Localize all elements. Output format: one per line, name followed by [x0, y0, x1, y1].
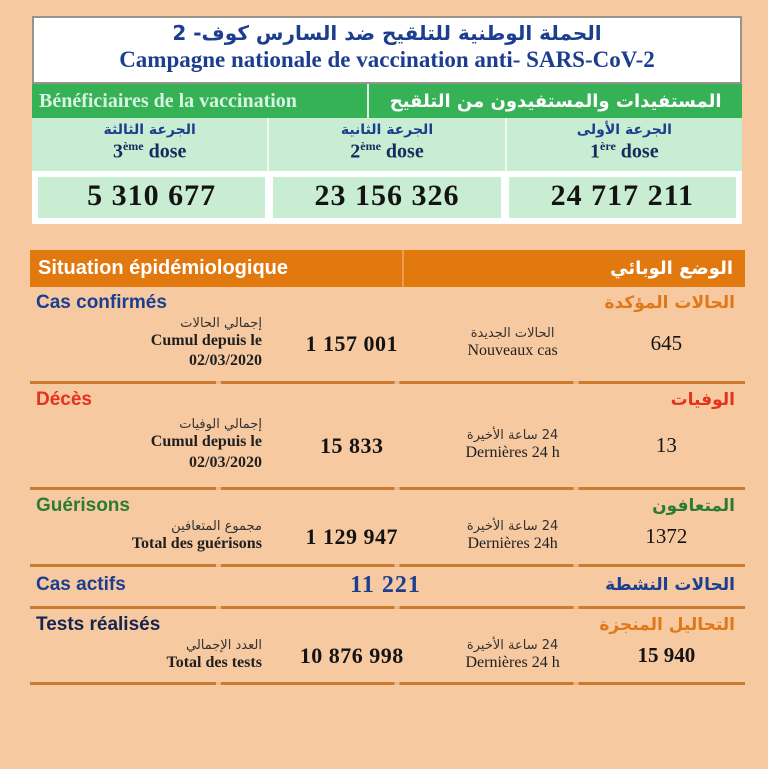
- dose-column-2nd: الجرعة الثانية 2ème dose: [267, 118, 504, 171]
- confirmed-total-value: 1 157 001: [305, 330, 398, 356]
- confirmed-cases-row: إجمالي الحالات Cumul depuis le 02/03/202…: [30, 314, 745, 382]
- deaths-title-arabic: الوفيات: [670, 390, 735, 411]
- dose-1-label-french: 1ère dose: [590, 139, 659, 163]
- recoveries-total-label: مجموع المتعافين Total des guérisons: [131, 518, 262, 552]
- section-divider: [30, 563, 745, 567]
- confirmed-cases-header: Cas confirmés الحالات المؤكدة: [30, 287, 745, 314]
- vaccination-block: الحملة الوطنية للتلقيح ضد السارس كوف- 2 …: [32, 16, 742, 224]
- section-divider: [30, 381, 745, 385]
- section-confirmed-cases: Cas confirmés الحالات المؤكدة إجمالي الح…: [30, 287, 745, 385]
- tests-title-arabic: التحاليل المنجزة: [599, 614, 735, 635]
- deaths-24h-value: 13: [655, 433, 677, 458]
- section-active-cases: Cas actifs 11 221 الحالات النشطة: [30, 567, 745, 609]
- dose-3-label-french: 3ème dose: [112, 139, 187, 163]
- epidemiology-banner: Situation épidémiologique الوضع الوبائي: [30, 249, 745, 287]
- active-cases-row: Cas actifs 11 221 الحالات النشطة: [30, 567, 745, 606]
- dose-2-value: 23 156 326: [273, 176, 501, 218]
- section-tests: Tests réalisés التحاليل المنجزة العدد ال…: [30, 609, 745, 686]
- campaign-title-french: Campagne nationale de vaccination anti- …: [119, 47, 655, 72]
- dose-3-label-arabic: الجرعة الثالثة: [103, 122, 196, 138]
- deaths-24h-label: 24 ساعة الأخيرة Dernières 24 h: [465, 427, 560, 461]
- section-recoveries: Guérisons المتعافون مجموع المتعافين Tota…: [30, 490, 745, 567]
- section-divider: [30, 682, 745, 686]
- dose-values-row: 5 310 677 23 156 326 24 717 211: [32, 170, 742, 224]
- deaths-row: إجمالي الوفيات Cumul depuis le 02/03/202…: [30, 411, 745, 487]
- section-divider: [30, 486, 745, 490]
- dose-1-value: 24 717 211: [508, 176, 736, 218]
- campaign-title-arabic: الحملة الوطنية للتلقيح ضد السارس كوف- 2: [172, 21, 602, 45]
- confirmed-total-label: إجمالي الحالات Cumul depuis le 02/03/202…: [150, 315, 262, 370]
- tests-title-french: Tests réalisés: [36, 613, 161, 635]
- recoveries-title-arabic: المتعافون: [652, 495, 735, 516]
- tests-24h-value: 15 940: [637, 643, 696, 668]
- section-deaths: Décès الوفيات إجمالي الوفيات Cumul depui…: [30, 384, 745, 490]
- recoveries-24h-label: 24 ساعة الأخيرة Dernières 24h: [466, 518, 559, 552]
- deaths-total-label: إجمالي الوفيات Cumul depuis le 02/03/202…: [150, 417, 262, 472]
- active-cases-title-arabic: الحالات النشطة: [605, 575, 735, 596]
- dose-3-value: 5 310 677: [38, 176, 266, 218]
- confirmed-new-label: الحالات الجديدة Nouveaux cas: [467, 326, 558, 360]
- dose-2-label-arabic: الجرعة الثانية: [340, 122, 434, 138]
- recoveries-title-french: Guérisons: [36, 494, 130, 516]
- epidemiology-banner-french: Situation épidémiologique: [38, 256, 288, 279]
- confirmed-new-value: 645: [650, 331, 683, 356]
- deaths-title-french: Décès: [36, 389, 92, 411]
- tests-row: العدد الإجمالي Total des tests 10 876 99…: [30, 636, 745, 683]
- dose-column-3rd: الجرعة الثالثة 3ème dose: [32, 118, 267, 171]
- active-cases-value: 11 221: [350, 571, 421, 598]
- epidemiology-block: Situation épidémiologique الوضع الوبائي …: [30, 249, 745, 686]
- beneficiaries-banner: Bénéficiaires de la vaccination المستفيد…: [32, 84, 742, 118]
- recoveries-24h-value: 1372: [645, 524, 688, 549]
- dose-column-1st: الجرعة الأولى 1ère dose: [504, 118, 742, 171]
- recoveries-total-value: 1 129 947: [305, 523, 398, 549]
- confirmed-cases-title-arabic: الحالات المؤكدة: [604, 292, 735, 313]
- tests-total-label: العدد الإجمالي Total des tests: [166, 637, 262, 671]
- tests-header: Tests réalisés التحاليل المنجزة: [30, 609, 745, 636]
- tests-total-value: 10 876 998: [299, 642, 404, 668]
- campaign-title-box: الحملة الوطنية للتلقيح ضد السارس كوف- 2 …: [32, 16, 742, 84]
- tests-24h-label: 24 ساعة الأخيرة Dernières 24 h: [465, 637, 560, 671]
- recoveries-row: مجموع المتعافين Total des guérisons 1 12…: [30, 517, 745, 564]
- confirmed-cases-title-french: Cas confirmés: [36, 291, 167, 313]
- beneficiaries-banner-french: Bénéficiaires de la vaccination: [32, 84, 370, 118]
- recoveries-header: Guérisons المتعافون: [30, 490, 745, 517]
- dose-1-label-arabic: الجرعة الأولى: [576, 122, 672, 138]
- beneficiaries-banner-arabic: المستفيدات والمستفيدون من التلقيح: [389, 90, 722, 112]
- deaths-total-value: 15 833: [319, 432, 384, 458]
- section-divider: [30, 605, 745, 609]
- active-cases-title-french: Cas actifs: [36, 574, 126, 596]
- deaths-header: Décès الوفيات: [30, 384, 745, 411]
- dose-labels-row: الجرعة الثالثة 3ème dose الجرعة الثانية …: [32, 118, 742, 171]
- dose-2-label-french: 2ème dose: [350, 139, 424, 163]
- epidemiology-banner-arabic: الوضع الوبائي: [610, 257, 733, 279]
